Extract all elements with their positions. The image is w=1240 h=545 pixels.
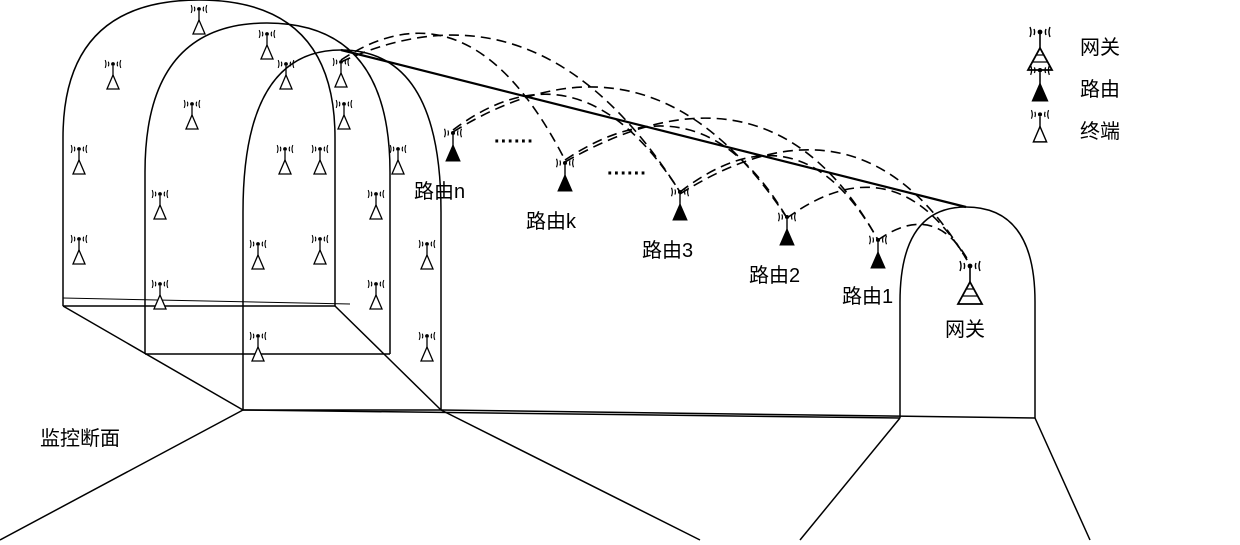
arch-archC	[243, 50, 441, 410]
router-icon	[779, 213, 796, 245]
router-label: 路由n	[414, 180, 465, 203]
monitor-section-label: 监控断面	[40, 427, 120, 450]
gateway-icon	[958, 261, 982, 304]
terminal-icon	[312, 235, 328, 264]
router-icon	[672, 188, 689, 220]
gateway	[958, 261, 982, 304]
router-label: 路由3	[642, 239, 693, 262]
router-label: 路由2	[749, 264, 800, 287]
signal-arc-9	[878, 224, 969, 262]
ellipsis: ······	[607, 163, 647, 185]
terminal-icon	[368, 280, 384, 309]
legend-terminal-label: 终端	[1080, 120, 1120, 143]
terminal-icon	[277, 145, 293, 174]
arch-archFar	[900, 207, 1035, 418]
legend-terminal-icon	[1031, 110, 1048, 142]
router-icon	[870, 236, 887, 268]
arch-base-upper	[63, 298, 350, 304]
terminal-icon	[71, 235, 87, 264]
floor-far-right-out	[1035, 418, 1090, 540]
floor-left-out	[0, 410, 243, 540]
gateway-label: 网关	[945, 318, 985, 341]
terminal-icon	[259, 30, 275, 59]
signal-arc-6	[680, 156, 878, 240]
router-label: 路由k	[526, 210, 577, 233]
signal-arc-4	[565, 126, 787, 218]
terminal-icon	[191, 5, 207, 34]
terminal-icon	[333, 58, 349, 87]
terminal-icon	[152, 280, 168, 309]
labels: 路由n 路由k 路由3 路由2 路由1 ······ ······ 网关监控断面	[40, 131, 985, 450]
tunnel-structure	[0, 0, 1090, 540]
terminal-icon	[419, 332, 435, 361]
terminal-icon	[184, 100, 200, 129]
arch-archB	[145, 23, 390, 354]
terminal-icon	[71, 145, 87, 174]
floor-right-out	[441, 410, 700, 540]
router-label: 路由1	[842, 285, 893, 308]
signal-arc-8	[787, 187, 967, 260]
terminal-icon	[152, 190, 168, 219]
floor-far-left-out	[800, 418, 900, 540]
legend-router-label: 路由	[1080, 78, 1120, 101]
terminal-icon	[419, 240, 435, 269]
legend-gateway-label: 网关	[1080, 36, 1120, 59]
legend-gateway-icon	[1028, 27, 1052, 70]
terminal-icon	[390, 145, 406, 174]
terminal-icon	[312, 145, 328, 174]
tunnel-diagram: 路由n路由k路由3路由2路由1············网关监控断面 网关路由终端	[0, 0, 1240, 545]
ellipsis: ······	[494, 131, 534, 153]
legend: 网关路由终端	[1028, 27, 1120, 143]
signal-arcs	[341, 33, 969, 262]
router-icon	[445, 129, 462, 161]
router-icon	[557, 159, 574, 191]
arch-archA	[63, 0, 335, 306]
terminal-icon	[368, 190, 384, 219]
terminal-icon	[250, 240, 266, 269]
terminal-icon	[336, 100, 352, 129]
terminal-icon	[250, 332, 266, 361]
terminal-icon	[105, 60, 121, 89]
floor-left-1	[63, 306, 243, 410]
